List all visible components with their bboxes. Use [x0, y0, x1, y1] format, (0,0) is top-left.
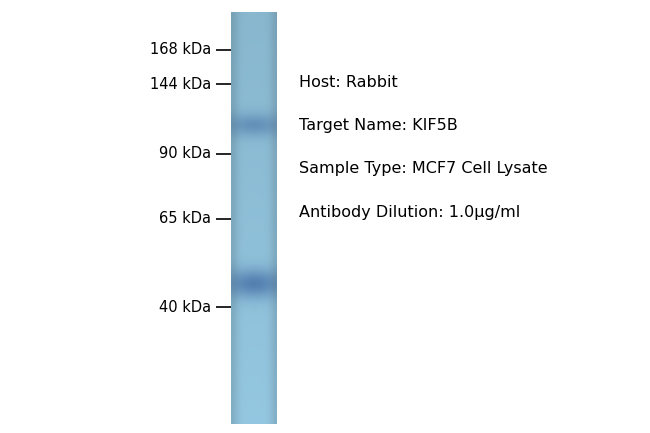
- Text: Sample Type: MCF7 Cell Lysate: Sample Type: MCF7 Cell Lysate: [299, 162, 547, 176]
- Text: Target Name: KIF5B: Target Name: KIF5B: [299, 118, 458, 133]
- Text: 144 kDa: 144 kDa: [150, 77, 211, 92]
- Text: 168 kDa: 168 kDa: [150, 42, 211, 57]
- Text: Host: Rabbit: Host: Rabbit: [299, 75, 398, 90]
- Text: 90 kDa: 90 kDa: [159, 146, 211, 161]
- Text: 40 kDa: 40 kDa: [159, 300, 211, 315]
- Text: 65 kDa: 65 kDa: [159, 211, 211, 226]
- Text: Antibody Dilution: 1.0μg/ml: Antibody Dilution: 1.0μg/ml: [299, 205, 520, 220]
